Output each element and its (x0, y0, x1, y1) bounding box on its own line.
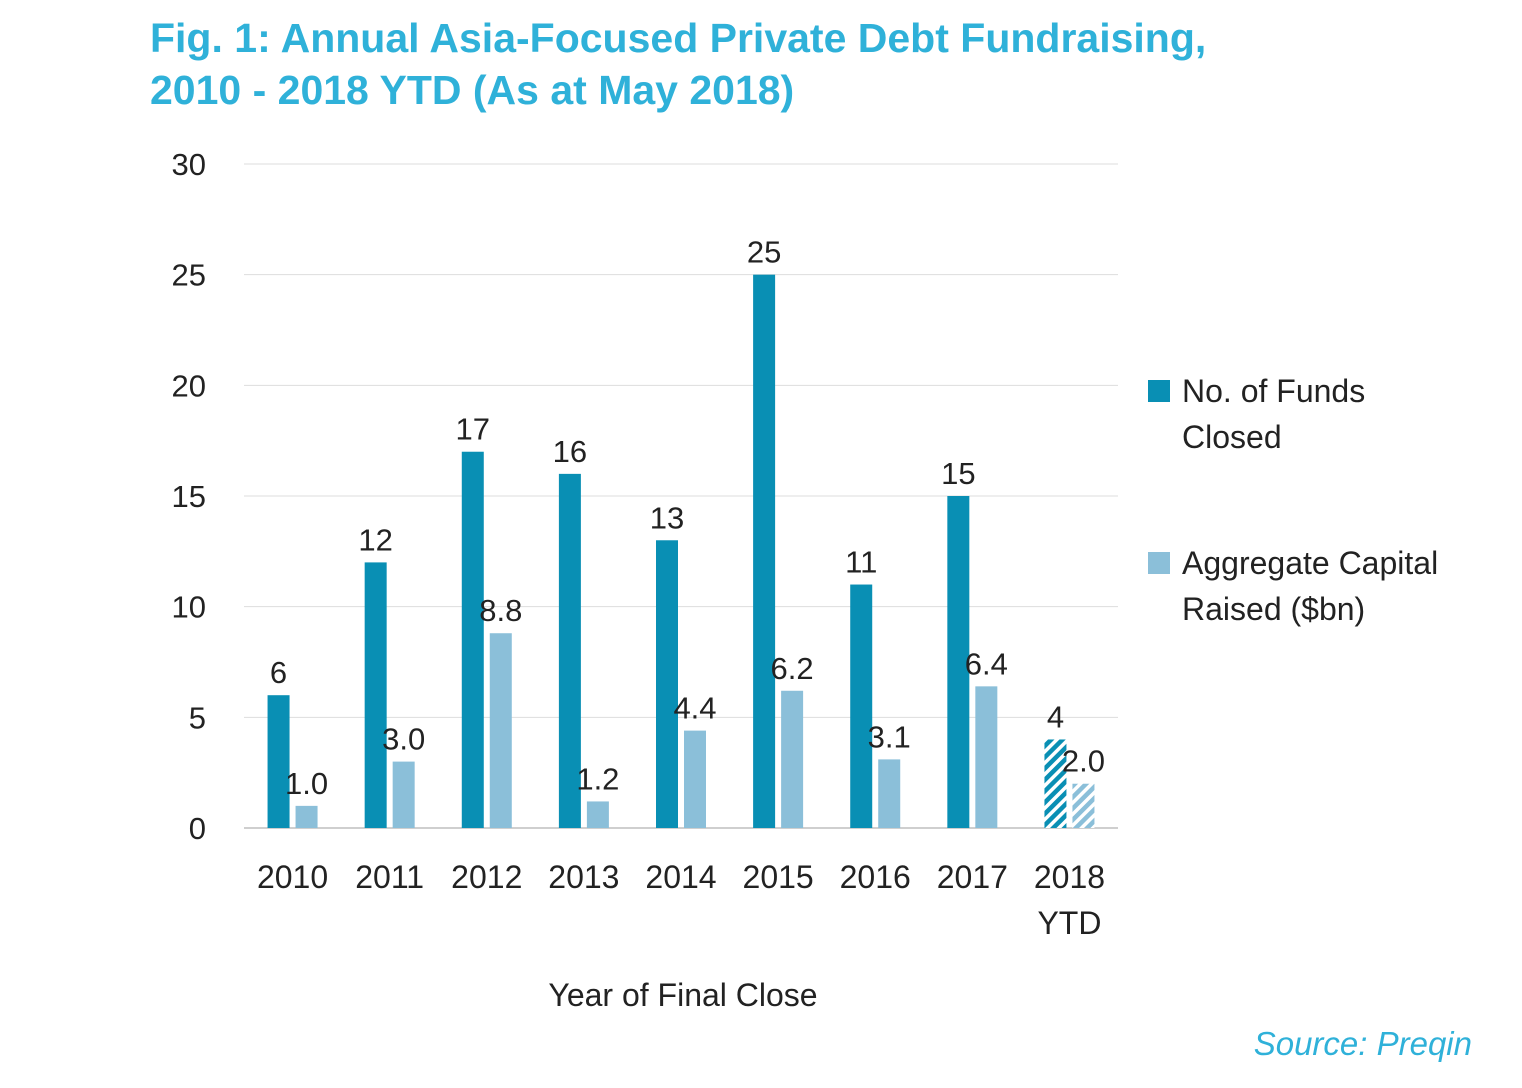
chart-title-line-1: Fig. 1: Annual Asia-Focused Private Debt… (150, 15, 1207, 61)
data-label-capital-2010: 1.0 (285, 766, 328, 801)
x-axis-title: Year of Final Close (548, 977, 817, 1013)
source-note: Source: Preqin (1253, 1025, 1472, 1062)
legend-swatch-funds (1148, 380, 1170, 402)
bar-funds-2018-ytd (1044, 739, 1067, 828)
bar-capital-2015 (781, 690, 804, 828)
y-tick-label-15: 15 (172, 479, 206, 514)
data-label-funds-2013: 16 (553, 434, 587, 469)
x-axis: 2010 2011 2012 2013 2014 2015 2016 2017 2018 YTD (257, 859, 1105, 941)
bar-capital-2014 (684, 730, 706, 828)
x-tick-label-2018-ytd-line-2: YTD (1037, 905, 1101, 941)
chart-title: Fig. 1: Annual Asia-Focused Private Debt… (150, 12, 1300, 116)
x-tick-label-2015: 2015 (743, 859, 814, 895)
data-labels: 6 1.0 12 3.0 17 8.8 16 1.2 13 4.4 25 6.2 11 3.1 15 6.4 4… (270, 235, 1105, 801)
data-label-funds-2016: 11 (845, 545, 877, 580)
y-tick-label-20: 20 (172, 368, 206, 403)
x-tick-label-2012: 2012 (451, 859, 522, 895)
bar-funds-2014 (656, 540, 678, 828)
bar-capital-2016 (878, 759, 901, 828)
y-tick-label-0: 0 (189, 811, 206, 846)
y-tick-label-5: 5 (189, 700, 206, 735)
y-tick-label-10: 10 (172, 590, 206, 625)
data-label-funds-2017: 15 (941, 456, 975, 491)
data-label-capital-2013: 1.2 (576, 761, 619, 796)
bar-capital-2012 (489, 633, 512, 828)
x-tick-label-2014: 2014 (645, 859, 716, 895)
y-tick-label-25: 25 (172, 258, 206, 293)
data-label-capital-2012: 8.8 (479, 593, 522, 628)
legend-item-capital: Aggregate Capital Raised ($bn) (1148, 540, 1508, 632)
bar-capital-2017 (975, 686, 998, 828)
bar-funds-2010 (267, 695, 290, 828)
bars (267, 274, 1095, 829)
data-label-funds-2012: 17 (456, 412, 490, 447)
x-tick-label-2013: 2013 (548, 859, 619, 895)
data-label-funds-2011: 12 (358, 522, 392, 557)
x-tick-label-2010: 2010 (257, 859, 328, 895)
bar-funds-2013 (558, 473, 581, 828)
legend-swatch-capital (1148, 552, 1170, 574)
bar-capital-2018-ytd (1072, 783, 1095, 828)
bar-capital-2013 (586, 801, 609, 828)
data-label-capital-2017: 6.4 (965, 646, 1008, 681)
bar-funds-2012 (461, 451, 484, 828)
x-tick-label-2011: 2011 (355, 859, 424, 895)
data-label-funds-2014: 13 (650, 500, 684, 535)
bar-capital-2010 (295, 805, 318, 828)
data-label-capital-2011: 3.0 (382, 722, 425, 757)
bar-funds-2011 (364, 562, 387, 828)
data-label-capital-2016: 3.1 (868, 719, 911, 754)
bar-capital-2011 (392, 761, 415, 828)
x-tick-label-2018-ytd-line-1: 2018 (1034, 859, 1105, 895)
data-label-capital-2015: 6.2 (771, 651, 814, 686)
data-label-capital-2018-ytd: 2.0 (1062, 744, 1105, 779)
chart-title-line-2: 2010 - 2018 YTD (As at May 2018) (150, 67, 795, 113)
data-label-funds-2018-ytd: 4 (1047, 699, 1064, 734)
x-tick-label-2017: 2017 (937, 859, 1008, 895)
data-label-capital-2014: 4.4 (673, 691, 716, 726)
bar-funds-2016 (850, 584, 873, 828)
gridlines (244, 163, 1118, 829)
data-label-funds-2010: 6 (270, 655, 287, 690)
data-label-funds-2015: 25 (747, 235, 781, 270)
legend-item-funds: No. of Funds Closed (1148, 368, 1508, 460)
legend-label-funds-line-1: No. of Funds (1182, 373, 1366, 409)
bar-funds-2017 (947, 496, 970, 828)
legend-label-capital-line-1: Aggregate Capital (1182, 545, 1439, 581)
legend-label-funds-line-2: Closed (1182, 419, 1282, 455)
x-tick-label-2016: 2016 (840, 859, 911, 895)
y-axis: 0 5 10 15 20 25 30 (172, 147, 206, 846)
bar-funds-2015 (753, 274, 776, 829)
y-tick-label-30: 30 (172, 147, 206, 182)
legend-label-capital-line-2: Raised ($bn) (1182, 591, 1366, 627)
legend: No. of Funds Closed Aggregate Capital Ra… (1148, 368, 1508, 632)
